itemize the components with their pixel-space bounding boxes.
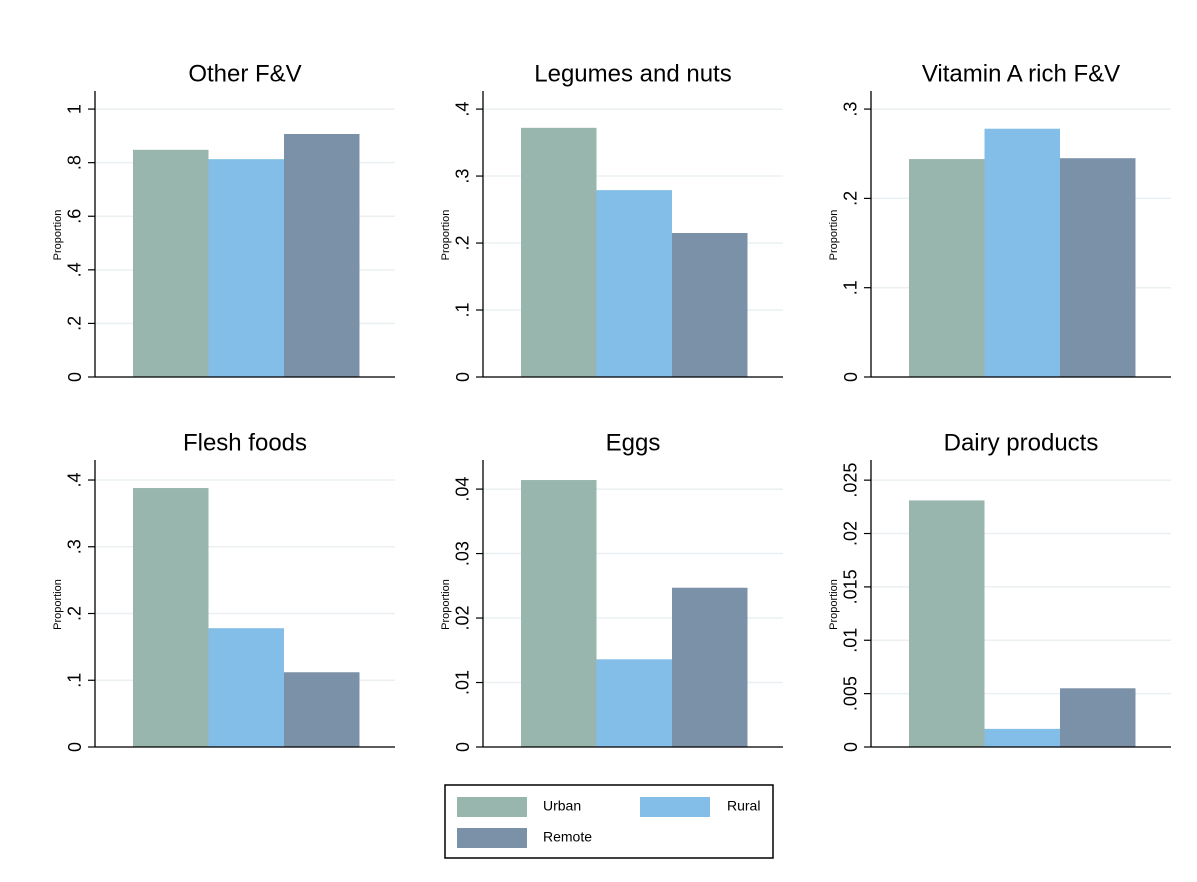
legend-label: Remote — [543, 829, 592, 845]
y-tick-label: 0 — [841, 742, 861, 752]
bar — [909, 159, 985, 377]
legend-label: Urban — [543, 798, 581, 814]
y-tick-label: .2 — [65, 606, 85, 621]
chart-title: Vitamin A rich F&V — [922, 60, 1120, 87]
y-tick-label: .1 — [841, 280, 861, 295]
bar — [208, 159, 284, 377]
bar — [596, 659, 672, 747]
chart-title: Flesh foods — [183, 429, 307, 456]
y-tick-label: .4 — [65, 262, 85, 277]
y-tick-label: .8 — [65, 155, 85, 170]
y-tick-label: 0 — [841, 372, 861, 382]
y-axis-label: Proportion — [828, 210, 840, 261]
y-tick-label: 0 — [453, 742, 473, 752]
y-tick-label: .1 — [453, 303, 473, 318]
y-tick-label: .04 — [453, 477, 473, 502]
y-tick-label: .01 — [841, 628, 861, 653]
y-tick-label: .2 — [841, 191, 861, 206]
y-tick-label: .03 — [453, 541, 473, 566]
y-axis-label: Proportion — [440, 210, 452, 261]
y-tick-label: .02 — [841, 521, 861, 546]
y-tick-label: 1 — [65, 104, 85, 114]
y-tick-label: .015 — [841, 569, 861, 604]
y-tick-label: .3 — [841, 102, 861, 117]
y-tick-label: .02 — [453, 606, 473, 631]
y-axis-label: Proportion — [52, 210, 64, 261]
legend-swatch — [457, 828, 527, 848]
y-tick-label: .025 — [841, 463, 861, 498]
y-tick-label: .005 — [841, 676, 861, 711]
y-tick-label: 0 — [65, 742, 85, 752]
bar — [1060, 158, 1136, 377]
y-tick-label: .4 — [65, 473, 85, 488]
y-axis-label: Proportion — [52, 579, 64, 630]
chart-title: Legumes and nuts — [534, 60, 731, 87]
y-tick-label: 0 — [65, 372, 85, 382]
legend-swatch — [640, 797, 710, 817]
y-tick-label: .2 — [453, 236, 473, 251]
bar — [984, 728, 1060, 747]
y-tick-label: .1 — [65, 673, 85, 688]
bar — [284, 672, 360, 747]
bar — [596, 190, 672, 377]
bar — [284, 133, 360, 377]
y-tick-label: .2 — [65, 316, 85, 331]
legend-swatch — [457, 797, 527, 817]
y-tick-label: .3 — [453, 169, 473, 184]
chart-title: Eggs — [606, 429, 661, 456]
bar — [1060, 688, 1136, 747]
bar — [909, 500, 985, 747]
y-tick-label: 0 — [453, 372, 473, 382]
y-tick-label: .3 — [65, 539, 85, 554]
bar — [521, 480, 597, 747]
bar — [208, 628, 284, 747]
bar — [133, 488, 209, 747]
bar — [521, 127, 597, 377]
y-tick-label: .01 — [453, 670, 473, 695]
y-axis-label: Proportion — [440, 579, 452, 630]
bar — [984, 128, 1060, 377]
bar — [672, 587, 748, 747]
bar — [133, 149, 209, 377]
bar — [672, 232, 748, 377]
y-tick-label: .4 — [453, 102, 473, 117]
legend-label: Rural — [727, 798, 760, 814]
chart-title: Other F&V — [188, 60, 301, 87]
y-tick-label: .6 — [65, 209, 85, 224]
y-axis-label: Proportion — [828, 579, 840, 630]
chart-title: Dairy products — [944, 429, 1099, 456]
